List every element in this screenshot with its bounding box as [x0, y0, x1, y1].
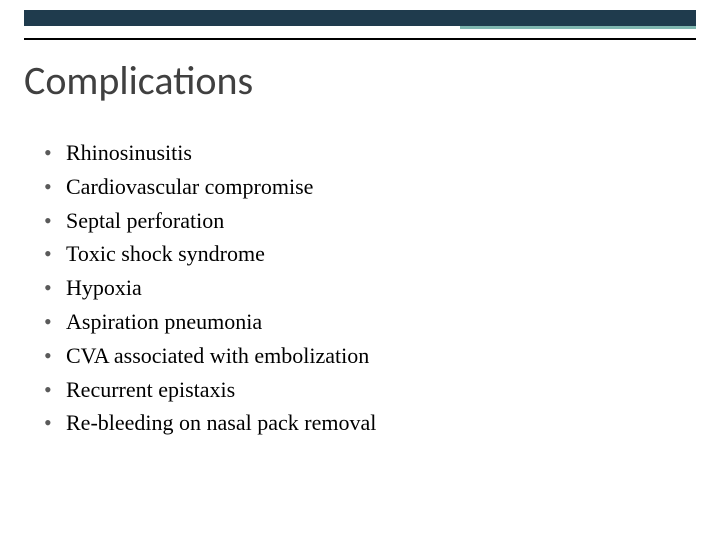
bullet-icon: • — [44, 408, 52, 439]
list-item-text: CVA associated with embolization — [66, 343, 369, 368]
slide-title: Complications — [24, 56, 253, 105]
bullet-icon: • — [44, 172, 52, 203]
slide: Complications • Rhinosinusitis • Cardiov… — [0, 0, 720, 540]
list-item: • Aspiration pneumonia — [44, 307, 680, 338]
list-item-text: Recurrent epistaxis — [66, 377, 235, 402]
list-item: • Recurrent epistaxis — [44, 375, 680, 406]
bullet-icon: • — [44, 375, 52, 406]
list-item-text: Aspiration pneumonia — [66, 309, 262, 334]
title-divider — [24, 38, 696, 40]
accent-line — [460, 26, 696, 29]
bullet-icon: • — [44, 138, 52, 169]
list-item-text: Re-bleeding on nasal pack removal — [66, 410, 376, 435]
list-item: • Cardiovascular compromise — [44, 172, 680, 203]
list-item: • Hypoxia — [44, 273, 680, 304]
bullet-icon: • — [44, 307, 52, 338]
list-item: • CVA associated with embolization — [44, 341, 680, 372]
list-item: • Septal perforation — [44, 206, 680, 237]
list-item-text: Hypoxia — [66, 275, 142, 300]
list-item-text: Toxic shock syndrome — [66, 241, 265, 266]
bullet-icon: • — [44, 341, 52, 372]
list-item: • Toxic shock syndrome — [44, 239, 680, 270]
bullet-icon: • — [44, 239, 52, 270]
list-item: • Rhinosinusitis — [44, 138, 680, 169]
list-item-text: Rhinosinusitis — [66, 140, 192, 165]
bullet-list: • Rhinosinusitis • Cardiovascular compro… — [44, 138, 680, 442]
top-bar — [24, 10, 696, 26]
bullet-icon: • — [44, 206, 52, 237]
list-item-text: Cardiovascular compromise — [66, 174, 313, 199]
list-item-text: Septal perforation — [66, 208, 224, 233]
bullet-icon: • — [44, 273, 52, 304]
list-item: • Re-bleeding on nasal pack removal — [44, 408, 680, 439]
